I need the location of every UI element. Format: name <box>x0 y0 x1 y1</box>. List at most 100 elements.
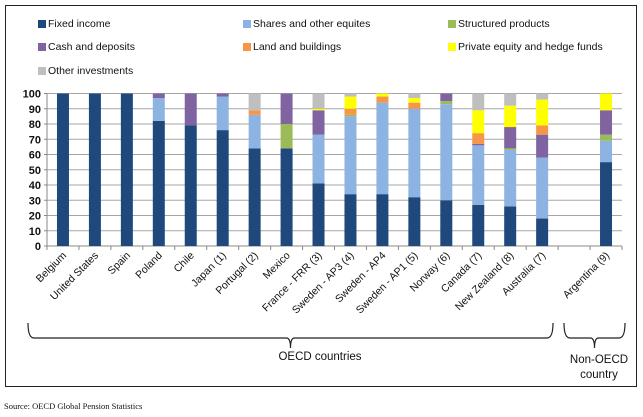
y-tick-label: 80 <box>29 119 41 131</box>
legend-item: Fixed income <box>38 18 110 30</box>
bar-segment <box>56 93 69 246</box>
legend-label: Structured products <box>458 18 550 30</box>
bar-segment <box>504 206 517 246</box>
bar-segment <box>408 108 421 198</box>
bar-segment <box>120 93 133 246</box>
bar-segment <box>600 93 613 111</box>
bar-segment <box>536 99 549 126</box>
bar-segment <box>504 105 517 128</box>
bar-segment <box>600 162 613 246</box>
bar-segment <box>600 110 613 135</box>
bar-segment <box>472 93 485 111</box>
bar-segment <box>504 148 517 150</box>
bar-segment <box>472 204 485 246</box>
group-label-oecd: OECD countries <box>278 351 362 363</box>
bar-segment <box>376 93 389 97</box>
bar-segment <box>248 93 261 111</box>
y-tick-label: 100 <box>23 89 41 101</box>
y-tick-label: 70 <box>29 134 41 146</box>
x-category-label: Spain <box>106 250 134 278</box>
bar-segment <box>472 143 485 146</box>
bar-segment <box>408 93 421 99</box>
bar-segment <box>376 102 389 195</box>
y-tick-label: 90 <box>29 104 41 116</box>
y-tick-label: 50 <box>29 165 41 177</box>
y-tick-label: 60 <box>29 150 41 162</box>
bar-segment <box>280 124 293 149</box>
group-label-non-oecd-line2: country <box>580 369 618 381</box>
bar-segment <box>344 194 357 246</box>
bar-segment <box>152 93 165 99</box>
y-tick-label: 30 <box>29 195 41 207</box>
bar-segment <box>248 114 261 149</box>
legend-label: Cash and deposits <box>48 41 135 53</box>
legend-item: Land and buildings <box>243 41 341 53</box>
bar-segment <box>472 110 485 134</box>
bar-segment <box>408 197 421 246</box>
bar-segment <box>312 110 325 135</box>
bar-segment <box>88 93 101 246</box>
bar-segment <box>312 93 325 109</box>
legend-item: Private equity and hedge funds <box>448 41 603 53</box>
bar-segment <box>536 93 549 100</box>
bar-segment <box>344 114 357 117</box>
bar-segment <box>440 101 453 105</box>
bar-segment <box>216 96 229 131</box>
bar-segment <box>536 218 549 246</box>
bar-segment <box>344 108 357 115</box>
y-tick-label: 20 <box>29 211 41 223</box>
y-tick-label: 10 <box>29 226 41 238</box>
bar-segment <box>152 120 165 246</box>
legend-item: Other investments <box>38 65 133 77</box>
x-category-label: Chile <box>171 250 197 276</box>
bar-segment <box>600 140 613 163</box>
bar-segment <box>472 133 485 144</box>
bar-segment <box>184 125 197 246</box>
bar-segment <box>248 110 261 115</box>
source-note: Source: OECD Global Pension Statistics <box>4 401 143 411</box>
bar-segment <box>376 96 389 103</box>
bar-segment <box>504 93 517 106</box>
bar-segment <box>408 102 421 109</box>
bar-segment <box>216 130 229 246</box>
legend-label: Shares and other equites <box>253 18 371 30</box>
legend-label: Fixed income <box>48 18 111 30</box>
y-tick-label: 40 <box>29 180 41 192</box>
bar-segment <box>312 183 325 246</box>
chart-legend: Fixed income Shares and other equites Stru… <box>0 0 643 85</box>
bar-segment <box>504 127 517 149</box>
bar-segment <box>216 93 229 97</box>
legend-label: Land and buildings <box>253 41 342 53</box>
legend-swatch <box>448 43 456 51</box>
legend-item: Cash and deposits <box>38 41 135 53</box>
bar-segment <box>440 104 453 201</box>
bar-segment <box>376 194 389 246</box>
legend-item: Structured products <box>448 18 550 30</box>
bar-segment <box>312 108 325 111</box>
legend-swatch <box>38 43 46 51</box>
legend-swatch <box>448 20 456 28</box>
brace-oecd <box>27 322 554 349</box>
bar-segment <box>280 93 293 124</box>
bar-segment <box>248 148 261 246</box>
bar-segment <box>440 93 453 102</box>
bar-segment <box>536 134 549 158</box>
bar-segment <box>408 98 421 103</box>
bar-segment <box>600 134 613 141</box>
bar-segment <box>536 157 549 219</box>
y-tick-label: 0 <box>35 241 41 253</box>
x-category-label: Argentina (9) <box>561 250 612 301</box>
chart-frame <box>5 5 637 387</box>
legend-swatch <box>243 20 251 28</box>
bar-segment <box>472 145 485 205</box>
bar-segment <box>312 134 325 184</box>
bar-segment <box>440 200 453 246</box>
brace-non-oecd <box>563 322 626 349</box>
legend-item: Shares and other equites <box>243 18 370 30</box>
bar-segment <box>184 93 197 126</box>
legend-label: Private equity and hedge funds <box>458 41 603 53</box>
bar-segment <box>344 96 357 109</box>
group-label-non-oecd-line1: Non-OECD <box>569 354 629 366</box>
bar-segment <box>504 149 517 207</box>
